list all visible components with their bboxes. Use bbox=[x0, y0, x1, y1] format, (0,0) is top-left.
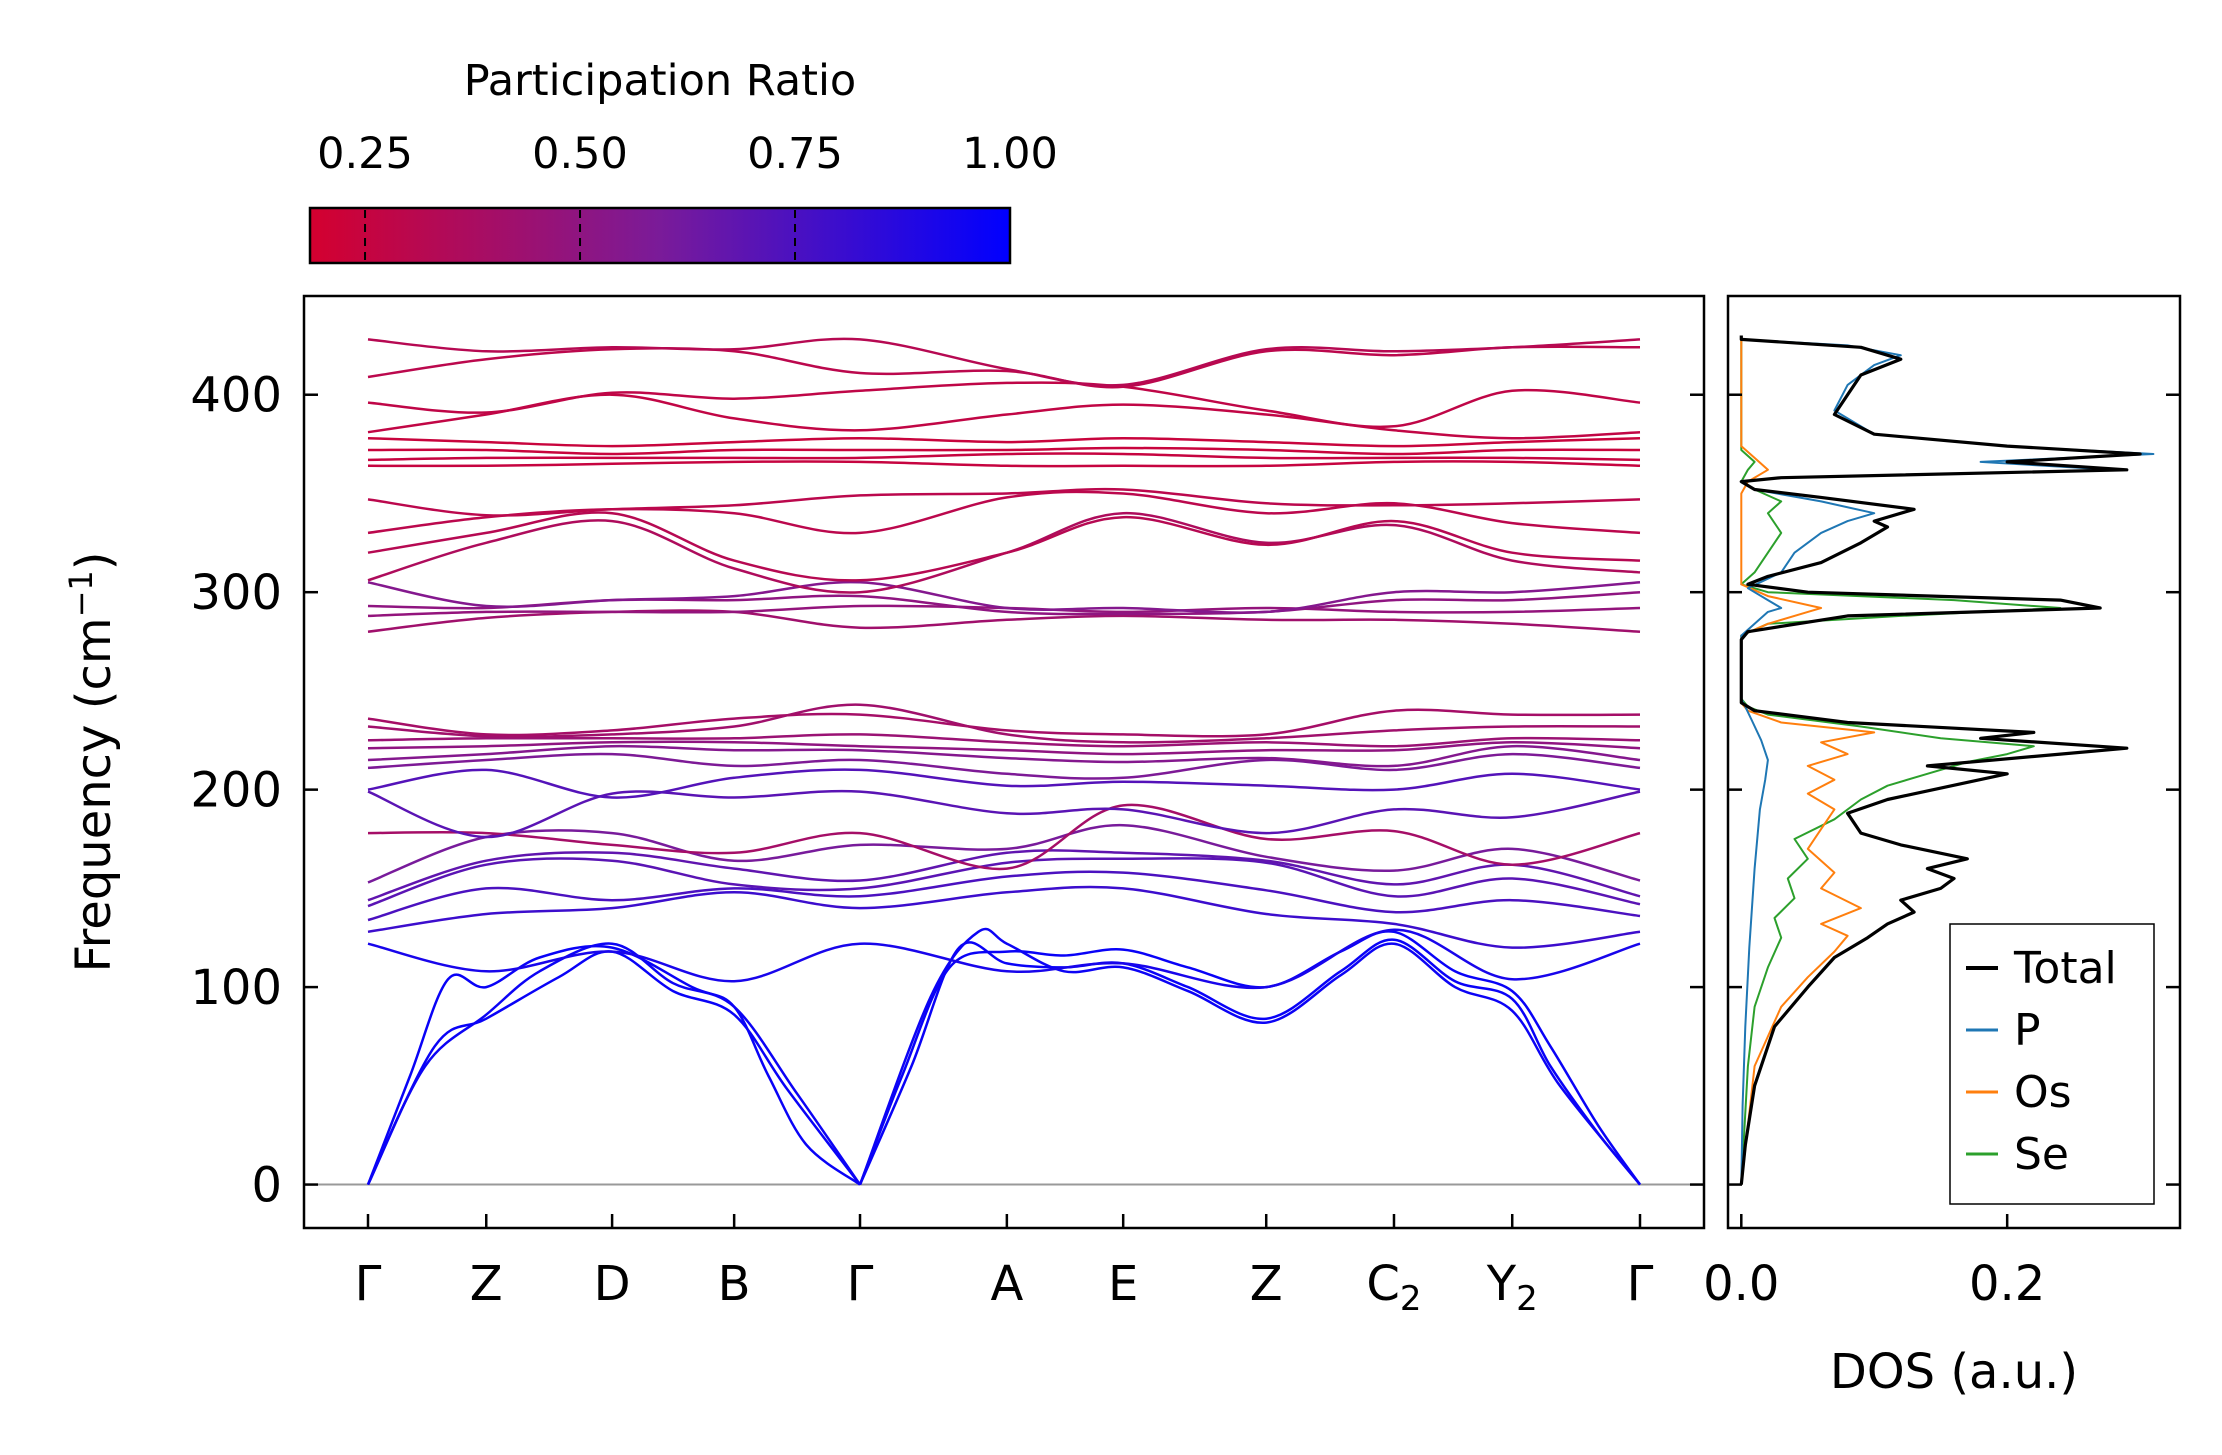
phonon-band bbox=[367, 487, 1641, 517]
k-point-name: Y bbox=[1486, 1256, 1517, 1312]
phonon-band bbox=[367, 580, 1641, 614]
k-point-name: E bbox=[1108, 1256, 1138, 1312]
k-point-name: D bbox=[594, 1256, 631, 1312]
phonon-band bbox=[367, 708, 1641, 738]
dos-plot-frame bbox=[1726, 294, 2182, 1230]
k-point-label: E bbox=[1108, 1256, 1138, 1312]
dos-series-p bbox=[1740, 335, 2155, 1185]
dos-series-os bbox=[1740, 335, 1876, 1185]
phonon-band bbox=[366, 944, 861, 1186]
colorbar-tick-label: 0.25 bbox=[317, 129, 413, 179]
colorbar-title: Participation Ratio bbox=[464, 56, 857, 106]
y-axis-label-exponent: −1 bbox=[62, 570, 100, 617]
legend-frame bbox=[1949, 923, 2155, 1205]
legend-label: P bbox=[2014, 1005, 2041, 1056]
phonon-band bbox=[367, 857, 1641, 908]
k-point-label: D bbox=[594, 1256, 631, 1312]
k-point-name: Γ bbox=[1627, 1256, 1654, 1312]
colorbar-gradient bbox=[308, 206, 1012, 265]
y-tick-label: 300 bbox=[190, 565, 282, 621]
colorbar-tick-label: 1.00 bbox=[962, 129, 1058, 179]
phonon-band bbox=[858, 927, 1641, 1186]
k-point-label: C2 bbox=[1366, 1256, 1421, 1319]
k-point-label: Γ bbox=[1627, 1256, 1654, 1312]
y-tick-label: 400 bbox=[190, 368, 282, 424]
y-axis-label-text: Frequency (cm bbox=[66, 617, 122, 972]
k-point-label: A bbox=[990, 1256, 1023, 1312]
dos-panel: 0.0 0.2 DOS (a.u.) Total P Os Se bbox=[1703, 294, 2182, 1400]
y-axis-label: Frequency (cm−1) bbox=[62, 551, 122, 972]
phonon-band bbox=[367, 768, 1641, 799]
phonon-band bbox=[367, 740, 1641, 756]
phonon-band bbox=[367, 870, 1641, 922]
legend: Total P Os Se bbox=[1949, 923, 2155, 1205]
phonon-band bbox=[367, 381, 1641, 429]
k-point-subscript: 2 bbox=[1400, 1279, 1422, 1319]
dos-series-total bbox=[1739, 335, 2142, 1185]
k-point-name: Z bbox=[1250, 1256, 1283, 1312]
phonon-band bbox=[367, 789, 1641, 839]
phonon-band bbox=[367, 345, 1641, 389]
phonon-band bbox=[367, 511, 1641, 582]
legend-label: Os bbox=[2014, 1067, 2072, 1118]
phonon-band bbox=[367, 452, 1641, 462]
k-point-name: C bbox=[1366, 1256, 1400, 1312]
k-point-label: B bbox=[718, 1256, 751, 1312]
k-point-name: A bbox=[990, 1256, 1023, 1312]
legend-label: Total bbox=[2013, 943, 2117, 994]
phonon-band bbox=[367, 460, 1641, 468]
phonon-band bbox=[367, 849, 1641, 902]
band-plot-frame bbox=[302, 294, 1706, 1230]
y-tick-label: 100 bbox=[190, 960, 282, 1016]
k-point-name: B bbox=[718, 1256, 751, 1312]
colorbar-tick-label: 0.75 bbox=[747, 129, 843, 179]
k-point-label: Y2 bbox=[1486, 1256, 1538, 1319]
k-point-label: Z bbox=[470, 1256, 503, 1312]
phonon-band bbox=[367, 803, 1641, 871]
phonon-band bbox=[366, 950, 861, 1186]
y-tick-label: 0 bbox=[251, 1158, 282, 1214]
y-axis-label-close: ) bbox=[66, 551, 122, 570]
dos-x-tick-label: 0.0 bbox=[1703, 1256, 1779, 1312]
k-point-label: Γ bbox=[847, 1256, 874, 1312]
phonon-band bbox=[367, 752, 1641, 780]
k-point-label: Z bbox=[1250, 1256, 1283, 1312]
phonon-band bbox=[367, 337, 1641, 387]
phonon-band bbox=[858, 930, 1642, 1186]
phonon-band bbox=[367, 744, 1641, 768]
colorbar: Participation Ratio 0.25 0.50 0.75 1.00 bbox=[308, 56, 1058, 265]
phonon-band bbox=[367, 823, 1641, 884]
k-point-name: Z bbox=[470, 1256, 503, 1312]
phonon-band bbox=[366, 942, 862, 1186]
phonon-band bbox=[367, 703, 1641, 744]
phonon-band bbox=[858, 938, 1641, 1186]
k-point-label: Γ bbox=[355, 1256, 382, 1312]
phonon-band bbox=[367, 885, 1641, 949]
k-point-subscript: 2 bbox=[1516, 1279, 1538, 1319]
phonon-band bbox=[367, 446, 1641, 456]
legend-label: Se bbox=[2014, 1129, 2069, 1180]
phonon-band bbox=[367, 928, 1641, 990]
phonon-band bbox=[367, 436, 1641, 448]
phonon-band bbox=[367, 609, 1641, 633]
dos-x-tick-label: 0.2 bbox=[1969, 1256, 2045, 1312]
dos-x-axis-label: DOS (a.u.) bbox=[1830, 1344, 2078, 1400]
phonon-band bbox=[367, 733, 1641, 748]
y-tick-label: 200 bbox=[190, 763, 282, 819]
k-point-name: Γ bbox=[847, 1256, 874, 1312]
k-point-name: Γ bbox=[355, 1256, 382, 1312]
colorbar-tick-label: 0.50 bbox=[532, 129, 628, 179]
